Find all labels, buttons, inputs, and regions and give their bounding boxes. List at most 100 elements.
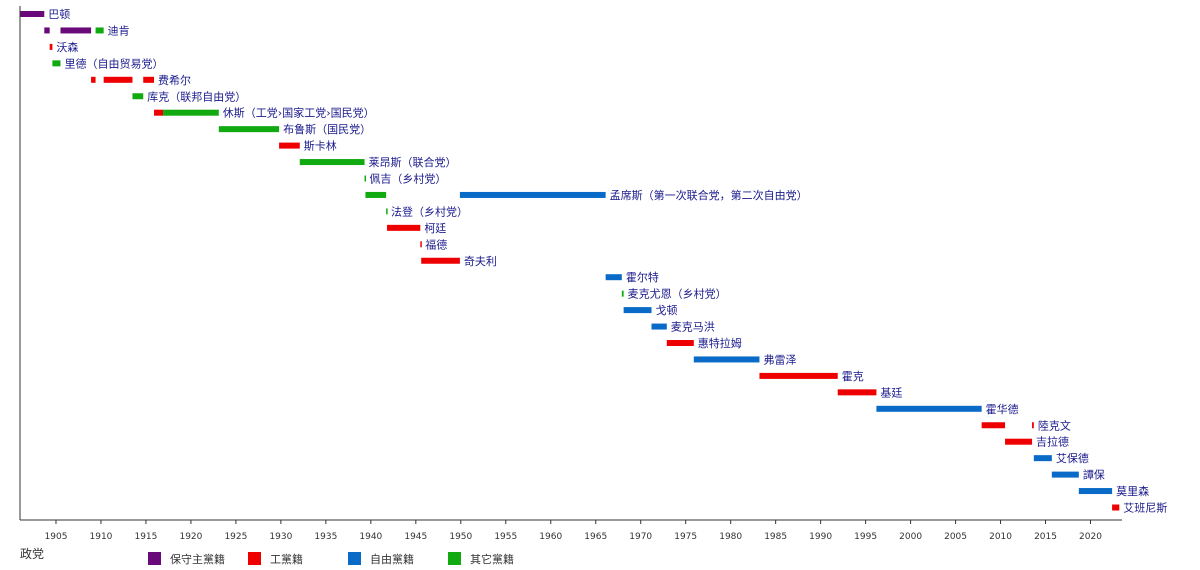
term-bar: [143, 76, 155, 83]
x-tick-label: 2015: [1034, 532, 1057, 542]
term-bar: [621, 290, 624, 297]
x-tick-label: 1990: [809, 532, 832, 542]
term-bar: [132, 93, 144, 100]
pm-label: 库克（联邦自由党）: [147, 89, 246, 103]
x-tick-label: 2005: [944, 532, 967, 542]
pm-label: 沃森: [56, 40, 78, 54]
pm-label: 布鲁斯（国民党）: [283, 122, 371, 136]
x-tick-label: 1945: [404, 532, 427, 542]
term-bar: [1051, 471, 1079, 478]
term-bar: [44, 27, 50, 34]
term-bar: [365, 191, 387, 198]
term-bar: [1032, 422, 1034, 429]
term-bar: [1005, 438, 1033, 445]
pm-label: 譚保: [1083, 468, 1105, 482]
x-tick-label: 1995: [854, 532, 877, 542]
legend-label: 其它黨籍: [470, 552, 514, 566]
x-tick-label: 1950: [449, 532, 472, 542]
x-tick-label: 1910: [90, 532, 113, 542]
x-tick-label: 1985: [764, 532, 787, 542]
pm-label: 柯廷: [424, 222, 446, 235]
term-bar: [386, 208, 388, 215]
term-bar: [163, 109, 219, 116]
term-bar: [459, 191, 606, 198]
pm-label: 戈顿: [656, 303, 678, 317]
term-bar: [605, 274, 622, 281]
pm-label: 霍华德: [986, 402, 1019, 416]
x-tick-label: 1940: [359, 532, 382, 542]
pm-label: 费希尔: [158, 73, 191, 87]
legend-title: 政党: [20, 546, 44, 561]
pm-label: 法登（乡村党）: [391, 204, 468, 218]
term-bar: [103, 76, 133, 83]
pm-label: 佩吉（乡村党）: [369, 172, 446, 186]
term-bars: [20, 11, 1120, 511]
term-bar: [52, 60, 61, 67]
x-tick-label: 1930: [269, 532, 292, 542]
x-tick-label: 1965: [584, 532, 607, 542]
term-bar: [1033, 455, 1052, 462]
pm-label: 基廷: [880, 386, 902, 399]
term-bar: [837, 389, 877, 396]
term-bar: [651, 323, 667, 330]
term-bar: [299, 159, 365, 166]
pm-label: 艾班尼斯: [1123, 502, 1167, 515]
pm-label: 巴顿: [48, 7, 70, 21]
x-tick-label: 1955: [494, 532, 517, 542]
x-tick-label: 1980: [719, 532, 742, 542]
x-tick-label: 2020: [1079, 532, 1102, 542]
term-bar: [1112, 504, 1120, 511]
x-tick-label: 1935: [314, 532, 337, 542]
term-bar: [279, 142, 300, 149]
term-bar: [420, 241, 422, 248]
legend-label: 自由黨籍: [370, 552, 414, 566]
term-bar: [154, 109, 164, 116]
legend: 政党 保守主黨籍 工黨籍 自由黨籍 其它黨籍: [20, 546, 514, 566]
pm-label: 吉拉德: [1036, 435, 1069, 449]
term-bar: [876, 405, 982, 412]
x-tick-label: 1920: [179, 532, 202, 542]
term-bar: [60, 27, 92, 34]
term-bar: [49, 43, 53, 50]
x-tick-label: 1905: [45, 532, 68, 542]
pm-label: 莫里森: [1116, 484, 1149, 498]
pm-label: 里德（自由贸易党）: [64, 56, 163, 70]
x-tick-label: 2010: [989, 532, 1012, 542]
pm-label: 霍克: [842, 370, 864, 383]
x-tick-label: 1960: [539, 532, 562, 542]
legend-swatch: [148, 552, 161, 565]
legend-swatch: [348, 552, 361, 565]
pm-label: 陸克文: [1038, 418, 1071, 432]
term-bar: [1078, 488, 1113, 495]
legend-label: 工黨籍: [270, 552, 303, 566]
pm-label: 麦克尤恩（乡村党）: [628, 287, 727, 301]
pm-label: 孟席斯（第一次联合党，第二次自由党）: [610, 188, 808, 202]
term-bar: [20, 11, 45, 17]
term-bar: [95, 27, 104, 34]
pm-label: 惠特拉姆: [698, 336, 742, 350]
x-tick-label: 1970: [629, 532, 652, 542]
pm-label: 奇夫利: [464, 255, 497, 268]
term-bar: [218, 126, 280, 133]
x-tick-label: 1975: [674, 532, 697, 542]
x-tick-label: 2000: [899, 532, 922, 542]
x-axis: 1905 1910 1915 1920 1925 1930 1935 1940 1945 1950…: [19, 6, 1122, 542]
pm-label: 迪肯: [108, 24, 130, 37]
term-bar: [91, 76, 96, 83]
pm-label: 艾保德: [1056, 451, 1089, 465]
term-bar: [421, 257, 460, 264]
legend-swatch: [248, 552, 261, 565]
term-bar: [623, 307, 652, 314]
term-bar: [666, 340, 694, 346]
pm-label: 休斯（工党›国家工党›国民党）: [223, 106, 375, 120]
legend-label: 保守主黨籍: [170, 552, 225, 566]
term-bar: [759, 372, 838, 379]
x-tick-label: 1925: [224, 532, 247, 542]
term-bar: [981, 422, 1006, 429]
legend-swatch: [448, 552, 461, 565]
pm-label: 弗雷泽: [763, 352, 796, 366]
pm-label: 福德: [425, 237, 447, 251]
pm-label: 斯卡林: [304, 139, 337, 153]
